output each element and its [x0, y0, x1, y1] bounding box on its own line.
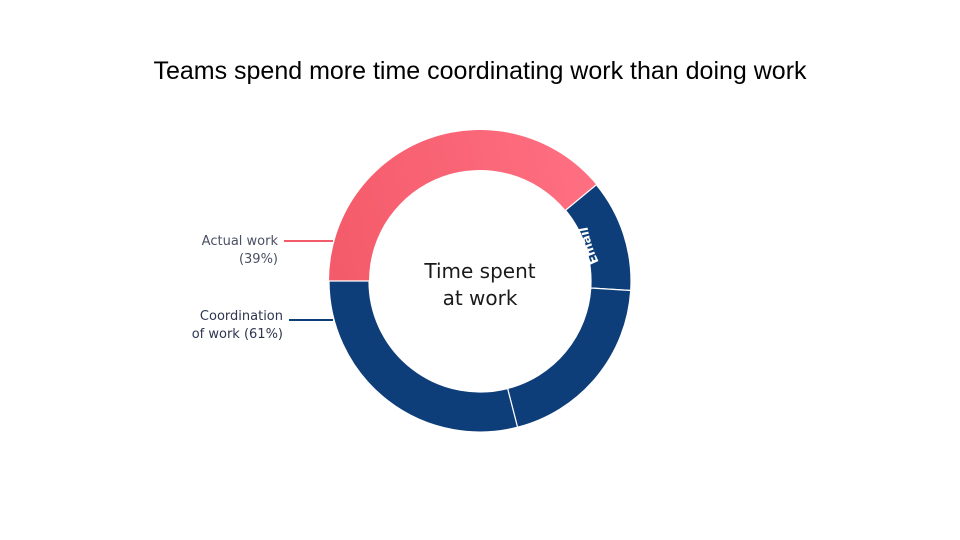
center-label-line-2: at work	[442, 286, 518, 310]
legend-coordination-name: Coordination	[199, 309, 283, 324]
slide-title: Teams spend more time coordinating work …	[153, 57, 807, 85]
legend-label-coordination: Coordination of work (61%)	[150, 308, 283, 344]
center-label: Time spent at work	[400, 258, 560, 312]
legend-coordination-pct: of work (61%)	[191, 327, 283, 342]
legend-actual-work-name: Actual work	[201, 234, 278, 249]
slice-actual-work	[329, 129, 597, 281]
legend-label-actual-work: Actual work (39%)	[150, 233, 278, 269]
legend-actual-work-pct: (39%)	[238, 252, 278, 267]
center-label-line-1: Time spent	[424, 259, 536, 283]
slice-internal-communication	[328, 280, 519, 433]
